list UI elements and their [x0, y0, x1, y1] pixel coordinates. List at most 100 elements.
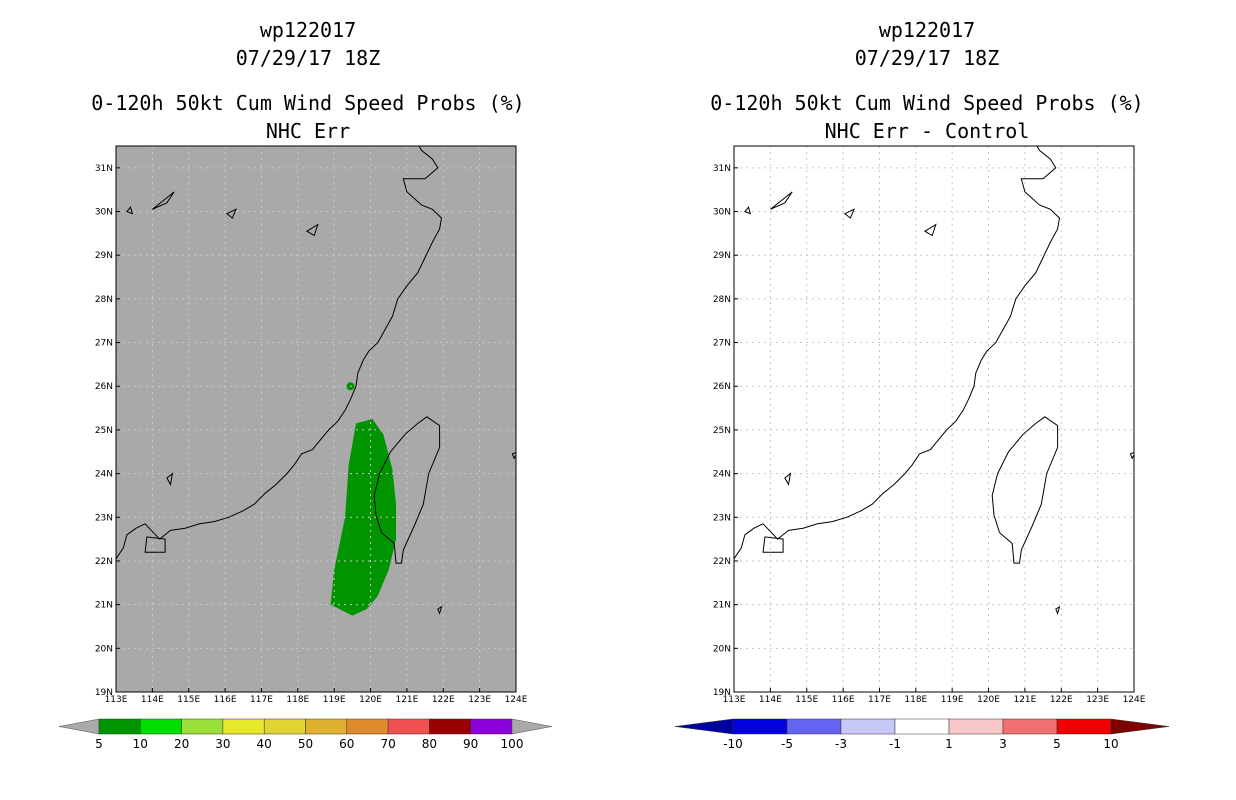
right-chart-subtitle: NHC Err - Control: [825, 119, 1030, 143]
x-tick-label: 120E: [359, 695, 382, 705]
y-tick-label: 27N: [95, 339, 113, 349]
map-frame: [733, 145, 1135, 693]
y-tick-label: 22N: [95, 557, 113, 567]
x-tick-label: 124E: [505, 695, 528, 705]
colorbar-swatch: [1056, 718, 1112, 735]
colorbar-swatch: [786, 718, 842, 735]
y-tick-label: 20N: [95, 644, 113, 654]
coastline-china: [116, 146, 443, 560]
colorbar-swatch: [387, 718, 430, 735]
island-outline: [511, 451, 516, 460]
colorbar-swatch: [305, 718, 348, 735]
left-datetime: 07/29/17 18Z: [236, 46, 381, 70]
left-map-panel: 113E 114E 115E 116E 117E 118E 119E 120E 121E 122E…: [95, 145, 528, 705]
right-colorbar: -10 -5 -3 -1 1 3 5 10: [674, 718, 1170, 751]
colorbar-label: -10: [723, 737, 743, 751]
colorbar-left-end: [58, 718, 100, 735]
y-tick-label: 28N: [95, 295, 113, 305]
x-tick-label: 120E: [977, 695, 1000, 705]
colorbar-label: 10: [1103, 737, 1118, 751]
x-tick-label: 122E: [432, 695, 455, 705]
colorbar-label: 100: [501, 737, 524, 751]
colorbar-label: -5: [781, 737, 793, 751]
colorbar-swatch: [140, 718, 182, 735]
coastline-china: [734, 146, 1061, 560]
x-tick-label: 114E: [141, 695, 164, 705]
x-tick-label: 119E: [941, 695, 964, 705]
y-tick-label: 29N: [713, 251, 731, 261]
y-tick-label: 30N: [95, 208, 113, 218]
colorbar-label: 60: [339, 737, 354, 751]
y-tick-label: 25N: [95, 426, 113, 436]
y-tick-label: 30N: [713, 208, 731, 218]
colorbar-label: 50: [298, 737, 313, 751]
x-tick-label: 113E: [105, 695, 128, 705]
colorbar-label: 30: [215, 737, 230, 751]
x-tick-label: 123E: [468, 695, 491, 705]
colorbar-swatch: [948, 718, 1004, 735]
x-tick-label: 117E: [868, 695, 891, 705]
island-outline: [126, 206, 134, 215]
x-tick-label: 118E: [286, 695, 309, 705]
island-outline: [437, 605, 443, 615]
x-tick-label: 123E: [1086, 695, 1109, 705]
y-tick-label: 26N: [713, 382, 731, 392]
left-chart-title: 0-120h 50kt Cum Wind Speed Probs (%): [91, 91, 524, 115]
x-tick-label: 113E: [723, 695, 746, 705]
x-tick-label: 116E: [832, 695, 855, 705]
x-tick-label: 121E: [1013, 695, 1036, 705]
colorbar-swatch: [470, 718, 513, 735]
y-tick-label: 23N: [713, 513, 731, 523]
coastline-bay: [762, 536, 784, 553]
colorbar-swatch: [346, 718, 389, 735]
x-tick-label: 114E: [759, 695, 782, 705]
coastline-bay: [144, 536, 166, 553]
y-tick-label: 21N: [95, 601, 113, 611]
coastline-taiwan: [991, 416, 1059, 564]
x-tick-label: 122E: [1050, 695, 1073, 705]
y-tick-label: 20N: [713, 644, 731, 654]
colorbar-label: 3: [999, 737, 1007, 751]
colorbar-label: 80: [422, 737, 437, 751]
colorbar-label: 1: [945, 737, 953, 751]
x-tick-label: 124E: [1123, 695, 1146, 705]
right-chart-title: 0-120h 50kt Cum Wind Speed Probs (%): [710, 91, 1143, 115]
coastline-taiwan: [373, 416, 441, 564]
colorbar-swatch: [840, 718, 896, 735]
y-tick-label: 26N: [95, 382, 113, 392]
island-outline: [770, 191, 793, 210]
island-outline: [1055, 605, 1061, 615]
left-chart-subtitle: NHC Err: [266, 119, 350, 143]
island-outline: [1129, 451, 1134, 460]
island-outline: [784, 472, 792, 486]
colorbar-swatch: [732, 718, 788, 735]
x-tick-label: 121E: [395, 695, 418, 705]
y-tick-label: 27N: [713, 339, 731, 349]
colorbar-label: -3: [835, 737, 847, 751]
island-outline: [305, 223, 319, 237]
x-tick-label: 118E: [904, 695, 927, 705]
y-tick-label: 29N: [95, 251, 113, 261]
right-datetime: 07/29/17 18Z: [855, 46, 1000, 70]
y-tick-label: 24N: [95, 470, 113, 480]
x-tick-label: 117E: [250, 695, 273, 705]
island-outline: [744, 206, 752, 215]
colorbar-swatch: [1002, 718, 1058, 735]
x-tick-label: 119E: [323, 695, 346, 705]
colorbar-swatch: [98, 718, 141, 735]
colorbar-label: -1: [889, 737, 901, 751]
map-frame: [115, 145, 517, 693]
colorbar-right-end: [511, 718, 553, 735]
y-tick-label: 23N: [95, 513, 113, 523]
colorbar-label: 40: [257, 737, 272, 751]
colorbar-swatch: [429, 718, 471, 735]
y-tick-label: 22N: [713, 557, 731, 567]
y-tick-label: 24N: [713, 470, 731, 480]
island-outline: [152, 191, 175, 210]
map-background: [116, 146, 516, 692]
y-tick-label: 31N: [713, 164, 731, 174]
y-tick-label: 25N: [713, 426, 731, 436]
y-tick-label: 21N: [713, 601, 731, 611]
colorbar-right-end: [1110, 718, 1170, 735]
